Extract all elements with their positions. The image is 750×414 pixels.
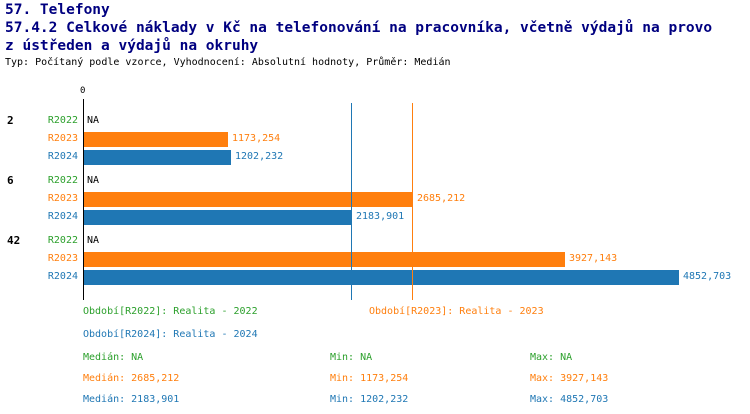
legend-item-r2024: Období[R2024]: Realita - 2024	[83, 329, 258, 340]
series-label-r2023: R2023	[47, 193, 78, 204]
value-label-r2024: 1202,232	[235, 151, 284, 162]
value-label-na-r2022: NA	[87, 115, 100, 126]
stat-min-r2024: Min: 1202,232	[330, 394, 409, 405]
category-label: 6	[7, 174, 14, 187]
series-label-r2024: R2024	[47, 211, 78, 222]
stat-max-r2022: Max: NA	[530, 352, 573, 363]
report-subtitle: Typ: Počítaný podle vzorce, Vyhodnocení:…	[5, 57, 451, 68]
value-label-r2023: 1173,254	[232, 133, 281, 144]
bar-r2023	[84, 192, 413, 207]
series-label-r2022: R2022	[47, 175, 78, 186]
bar-r2023	[84, 132, 228, 147]
report-title-line-2: z ústředen a výdajů na okruhy	[5, 38, 259, 54]
reference-line-median-r2023	[412, 103, 413, 300]
bar-r2024	[84, 210, 352, 225]
series-label-r2024: R2024	[47, 151, 78, 162]
stat-median-r2022: Medián: NA	[83, 352, 144, 363]
x-axis-tick	[83, 99, 84, 103]
y-axis-line	[83, 103, 84, 300]
x-axis-tick-label: 0	[80, 86, 86, 96]
bar-r2023	[84, 252, 565, 267]
series-label-r2024: R2024	[47, 271, 78, 282]
series-label-r2022: R2022	[47, 115, 78, 126]
series-label-r2022: R2022	[47, 235, 78, 246]
report-title-line-1: 57.4.2 Celkové náklady v Kč na telefonov…	[5, 20, 713, 36]
legend-item-r2022: Období[R2022]: Realita - 2022	[83, 306, 258, 317]
reference-line-median-r2024	[351, 103, 352, 300]
stat-min-r2022: Min: NA	[330, 352, 373, 363]
value-label-r2024: 4852,703	[683, 271, 732, 282]
report-section-number: 57. Telefony	[5, 2, 110, 18]
stat-max-r2023: Max: 3927,143	[530, 373, 609, 384]
legend-item-r2023: Období[R2023]: Realita - 2023	[369, 306, 544, 317]
stat-max-r2024: Max: 4852,703	[530, 394, 609, 405]
category-label: 42	[7, 234, 21, 247]
bar-r2024	[84, 150, 231, 165]
series-label-r2023: R2023	[47, 133, 78, 144]
stat-median-r2024: Medián: 2183,901	[83, 394, 180, 405]
value-label-r2024: 2183,901	[356, 211, 405, 222]
bar-r2024	[84, 270, 679, 285]
value-label-na-r2022: NA	[87, 235, 100, 246]
stat-min-r2023: Min: 1173,254	[330, 373, 409, 384]
stat-median-r2023: Medián: 2685,212	[83, 373, 180, 384]
value-label-r2023: 3927,143	[569, 253, 618, 264]
value-label-na-r2022: NA	[87, 175, 100, 186]
category-label: 2	[7, 114, 14, 127]
value-label-r2023: 2685,212	[417, 193, 466, 204]
series-label-r2023: R2023	[47, 253, 78, 264]
